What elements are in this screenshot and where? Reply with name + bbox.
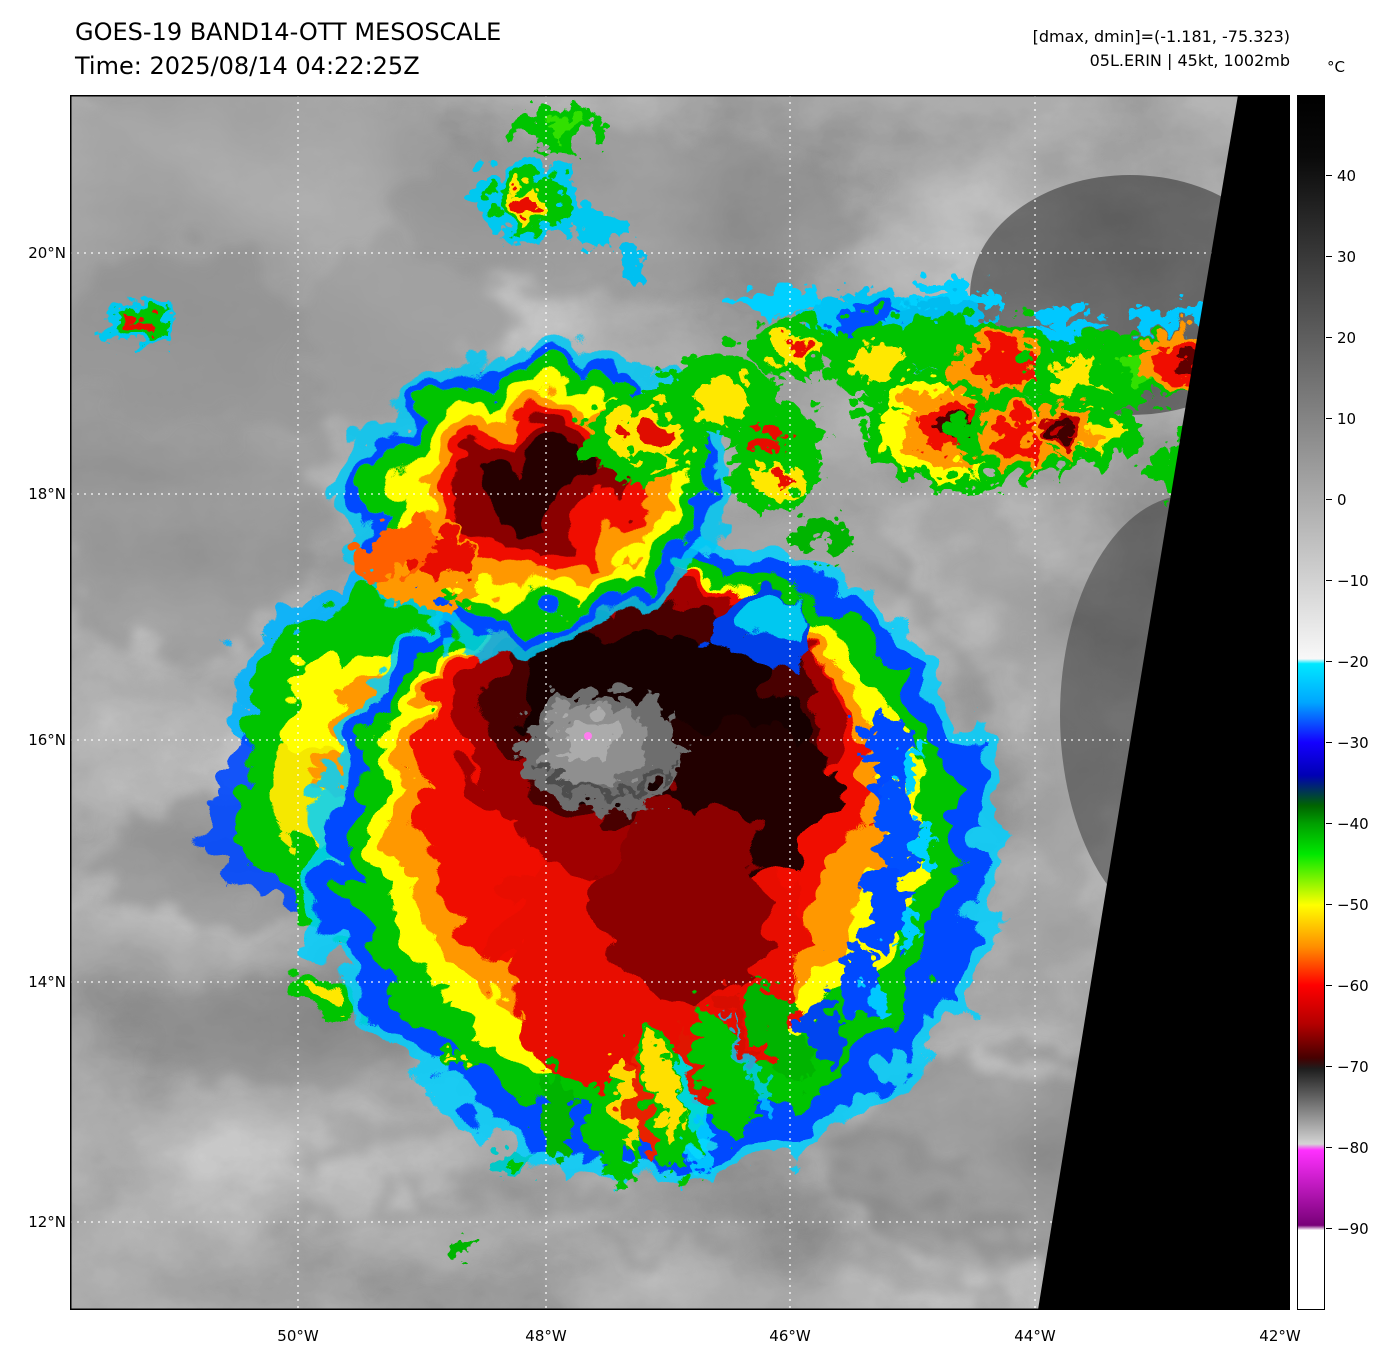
top-center-cells [470,95,640,267]
colorbar-tick-label: −10 [1326,572,1385,590]
temperature-colorbar [1297,95,1325,1310]
lat-label: 16°N [28,731,66,749]
storm-center-marker [584,732,592,740]
dmax-dmin-readout: [dmax, dmin]=(-1.181, -75.323) [1032,27,1290,46]
lon-label: 50°W [277,1327,319,1345]
lat-label: 12°N [28,1213,66,1231]
product-title: GOES-19 BAND14-OTT MESOSCALE [75,18,502,46]
colorbar-tick-label: 10 [1326,410,1385,428]
colorbar-tick-label: −20 [1326,653,1385,671]
scan-edge-black-wedge [1038,95,1290,1310]
lat-label: 14°N [28,973,66,991]
colorbar-tick-label: 20 [1326,329,1385,347]
colorbar-tick-label: −50 [1326,896,1385,914]
east-rim [796,698,920,1059]
lon-label: 48°W [525,1327,567,1345]
storm-eye-region [510,681,670,805]
colorbar-tick-label: 0 [1326,491,1385,509]
storm-info-readout: 05L.ERIN | 45kt, 1002mb [1089,51,1290,70]
colorbar-tick-label: −60 [1326,977,1385,995]
far-left-cell [94,286,162,334]
colorbar-unit-label: °C [1327,58,1345,76]
colorbar-tick-label: −30 [1326,734,1385,752]
colorbar-tick-label: −70 [1326,1058,1385,1076]
southern-banding [531,964,799,1176]
satellite-ir-image [70,95,1290,1310]
map-frame [70,95,1290,1310]
product-timestamp: Time: 2025/08/14 04:22:25Z [75,52,420,80]
colorbar-tick-label: −40 [1326,815,1385,833]
lon-label: 42°W [1259,1327,1301,1345]
colorbar-tick-label: 30 [1326,248,1385,266]
lat-label: 20°N [28,244,66,262]
lon-label: 46°W [769,1327,811,1345]
colorbar-tick-label: −90 [1326,1220,1385,1238]
lon-label: 44°W [1014,1327,1056,1345]
lat-label: 18°N [28,485,66,503]
colorbar-tick-label: 40 [1326,167,1385,185]
satellite-map-panel: Copyright © 2020-2025 Dapiya [70,95,1290,1310]
colorbar-tick-label: −80 [1326,1139,1385,1157]
small-south-cells [433,1034,518,1243]
